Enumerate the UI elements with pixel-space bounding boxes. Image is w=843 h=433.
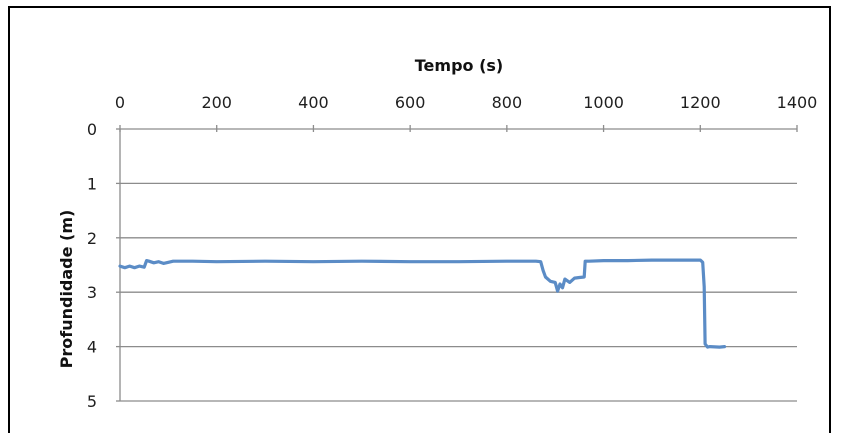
x-axis-title: Tempo (s) (415, 56, 503, 75)
x-tick-label-600: 600 (395, 93, 426, 112)
series-line-1 (118, 258, 727, 349)
y-tick-label-0: 0 (87, 120, 97, 139)
y-tick-label-2: 2 (87, 229, 97, 248)
axes (116, 125, 798, 402)
y-tick-label-1: 1 (87, 174, 97, 193)
y-tick-label-3: 3 (87, 283, 97, 302)
x-tick-label-400: 400 (298, 93, 329, 112)
x-tick-labels: 0 200 400 600 800 1000 1200 1400 (115, 93, 817, 112)
y-tick-label-4: 4 (87, 338, 97, 357)
series-group (118, 258, 727, 349)
x-tick-label-1400: 1400 (777, 93, 818, 112)
x-tick-label-1000: 1000 (583, 93, 624, 112)
chart-frame (8, 6, 831, 433)
y-tick-label-5: 5 (87, 392, 97, 411)
x-tick-label-1200: 1200 (680, 93, 721, 112)
y-tick-labels: 0 1 2 3 4 5 (87, 120, 97, 411)
y-axis-title: Profundidade (m) (57, 210, 76, 369)
x-tick-label-200: 200 (201, 93, 232, 112)
gridlines (120, 182, 797, 402)
x-tick-label-0: 0 (115, 93, 125, 112)
x-tick-label-800: 800 (492, 93, 523, 112)
